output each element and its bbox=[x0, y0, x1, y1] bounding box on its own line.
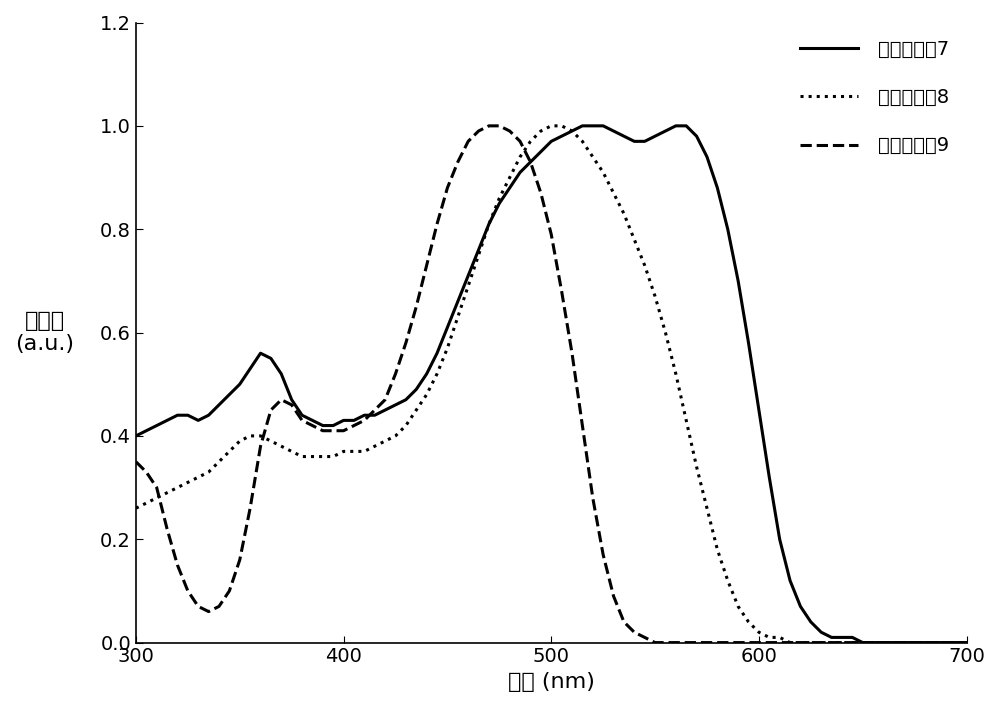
共轭聚合物9 bbox=[826, 638, 838, 647]
共轭聚合物9 bbox=[670, 638, 682, 647]
X-axis label: 波长 (nm): 波长 (nm) bbox=[508, 672, 595, 692]
Legend: 共轭聚合物7, 共轭聚合物8, 共轭聚合物9: 共轭聚合物7, 共轭聚合物8, 共轭聚合物9 bbox=[792, 33, 957, 163]
共轭聚合物8 bbox=[826, 638, 838, 647]
共轭聚合物8 bbox=[130, 504, 142, 513]
共轭聚合物9 bbox=[130, 457, 142, 466]
共轭聚合物8 bbox=[597, 168, 609, 177]
共轭聚合物9 bbox=[961, 638, 973, 647]
共轭聚合物8 bbox=[898, 638, 910, 647]
共轭聚合物9 bbox=[597, 551, 609, 559]
共轭聚合物7 bbox=[898, 638, 910, 647]
共轭聚合物8 bbox=[784, 638, 796, 647]
共轭聚合物7 bbox=[961, 638, 973, 647]
共轭聚合物8 bbox=[867, 638, 879, 647]
共轭聚合物9 bbox=[867, 638, 879, 647]
共轭聚合物7 bbox=[867, 638, 879, 647]
共轭聚合物7 bbox=[753, 406, 765, 414]
共轭聚合物7 bbox=[659, 127, 671, 135]
Line: 共轭聚合物9: 共轭聚合物9 bbox=[136, 126, 967, 643]
共轭聚合物9 bbox=[483, 122, 495, 130]
共轭聚合物9 bbox=[898, 638, 910, 647]
共轭聚合物7 bbox=[130, 432, 142, 440]
共轭聚合物8 bbox=[545, 122, 557, 130]
共轭聚合物9 bbox=[763, 638, 775, 647]
共轭聚合物7 bbox=[815, 628, 827, 636]
共轭聚合物9 bbox=[649, 638, 661, 647]
Line: 共轭聚合物8: 共轭聚合物8 bbox=[136, 126, 967, 643]
共轭聚合物8 bbox=[659, 328, 671, 337]
共轭聚合物7 bbox=[857, 638, 869, 647]
共轭聚合物8 bbox=[753, 628, 765, 636]
共轭聚合物7 bbox=[597, 122, 609, 130]
Y-axis label: 吸收度
(a.u.): 吸收度 (a.u.) bbox=[15, 311, 74, 354]
共轭聚合物7 bbox=[576, 122, 588, 130]
Line: 共轭聚合物7: 共轭聚合物7 bbox=[136, 126, 967, 643]
共轭聚合物8 bbox=[961, 638, 973, 647]
